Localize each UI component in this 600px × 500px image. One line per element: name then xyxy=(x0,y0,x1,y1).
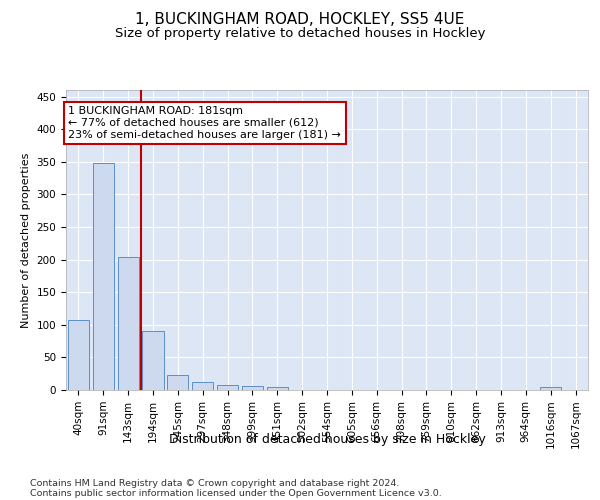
Bar xyxy=(167,375,188,390)
Text: 1, BUCKINGHAM ROAD, HOCKLEY, SS5 4UE: 1, BUCKINGHAM ROAD, HOCKLEY, SS5 4UE xyxy=(136,12,464,28)
Bar xyxy=(93,163,114,390)
Bar xyxy=(142,332,164,390)
Text: 1 BUCKINGHAM ROAD: 181sqm
← 77% of detached houses are smaller (612)
23% of semi: 1 BUCKINGHAM ROAD: 181sqm ← 77% of detac… xyxy=(68,106,341,140)
Bar xyxy=(217,385,238,390)
Text: Contains HM Land Registry data © Crown copyright and database right 2024.: Contains HM Land Registry data © Crown c… xyxy=(30,478,400,488)
Bar xyxy=(118,257,139,390)
Bar xyxy=(267,388,288,390)
Bar xyxy=(192,382,213,390)
Bar xyxy=(540,388,561,390)
Text: Size of property relative to detached houses in Hockley: Size of property relative to detached ho… xyxy=(115,28,485,40)
Bar xyxy=(68,320,89,390)
Y-axis label: Number of detached properties: Number of detached properties xyxy=(21,152,31,328)
Text: Distribution of detached houses by size in Hockley: Distribution of detached houses by size … xyxy=(169,432,485,446)
Bar xyxy=(242,386,263,390)
Text: Contains public sector information licensed under the Open Government Licence v3: Contains public sector information licen… xyxy=(30,488,442,498)
